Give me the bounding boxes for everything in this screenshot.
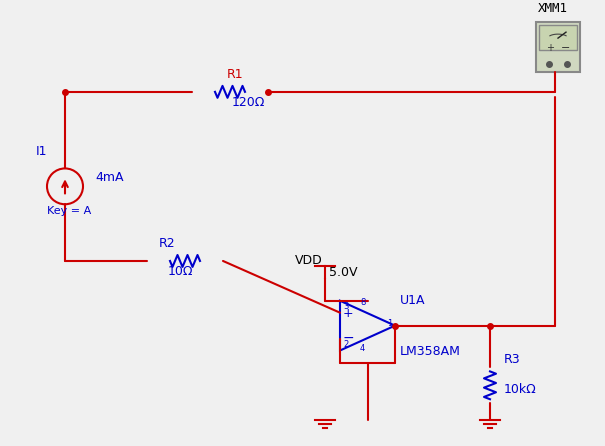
Text: −: − [561,43,571,53]
Text: VDD: VDD [295,254,322,267]
Text: 10Ω: 10Ω [167,265,193,278]
Text: 8: 8 [360,298,365,307]
Text: 4: 4 [360,344,365,353]
FancyBboxPatch shape [536,22,580,72]
FancyBboxPatch shape [539,25,577,50]
Text: 120Ω: 120Ω [231,96,265,109]
Text: 4mA: 4mA [95,171,123,184]
Text: 1: 1 [387,319,392,328]
Text: −: − [342,330,354,345]
Text: 2: 2 [343,340,348,349]
Text: U1A: U1A [400,294,425,307]
Text: Key = A: Key = A [47,206,91,216]
Text: I1: I1 [36,145,47,157]
Text: 5.0V: 5.0V [329,266,358,279]
Text: 3: 3 [343,302,348,311]
Text: XMM1: XMM1 [538,2,568,15]
Text: R2: R2 [159,237,175,250]
Text: R1: R1 [227,68,243,81]
Text: +: + [342,307,353,320]
Text: LM358AM: LM358AM [400,346,461,359]
Text: R3: R3 [504,353,521,367]
Text: 10kΩ: 10kΩ [504,383,537,396]
Text: +: + [546,43,554,53]
